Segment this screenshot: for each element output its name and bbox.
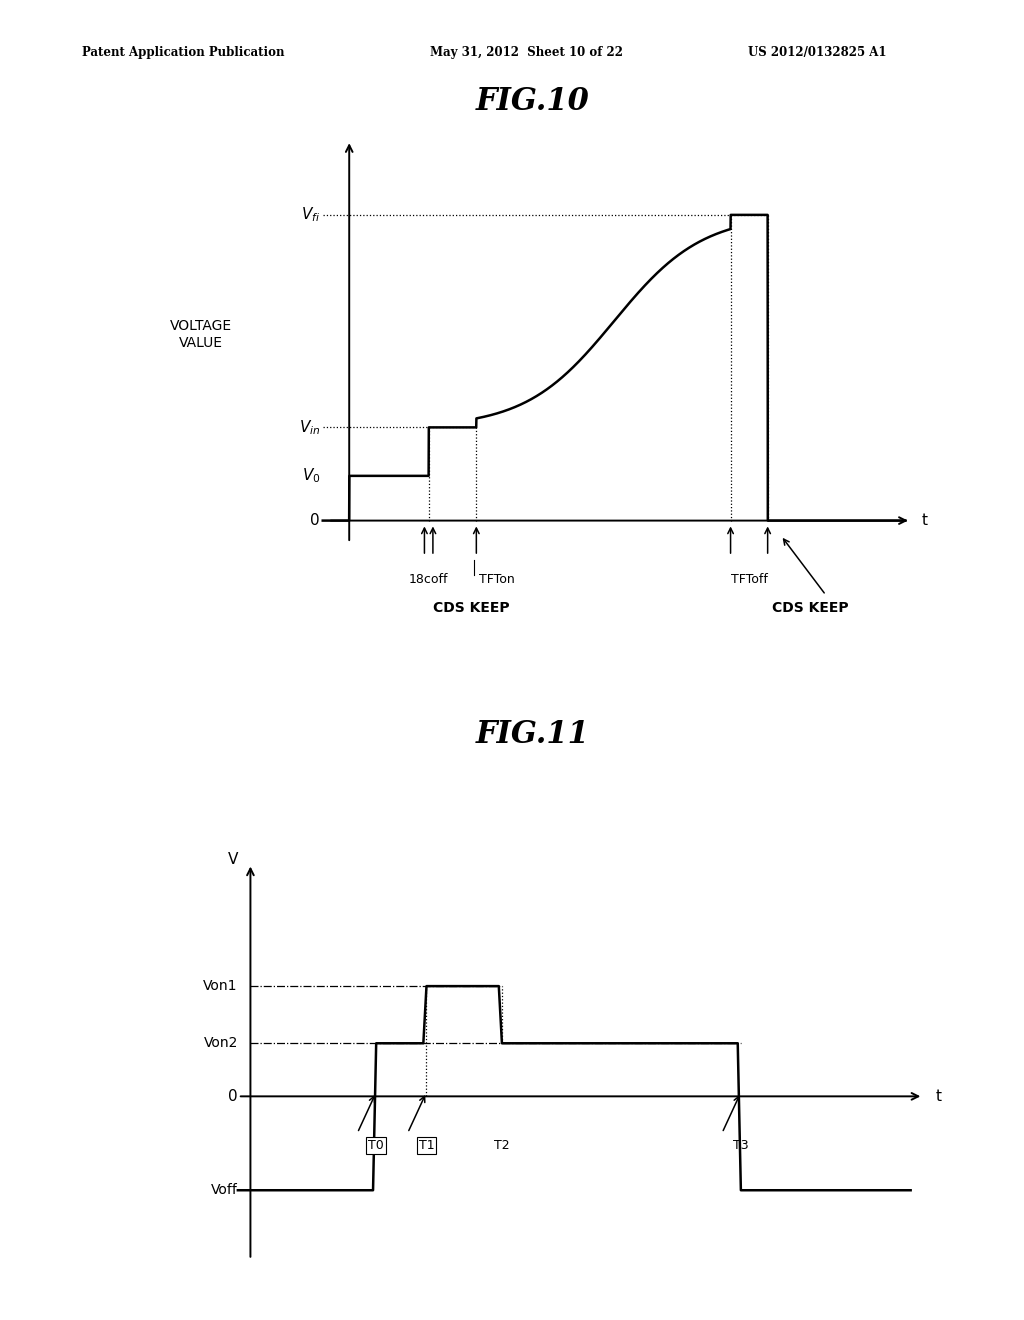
Text: FIG.11: FIG.11 [475, 719, 590, 750]
Text: 0: 0 [310, 513, 321, 528]
Text: $V_{fi}$: $V_{fi}$ [301, 206, 321, 224]
Text: Voff: Voff [211, 1183, 238, 1197]
Text: V: V [227, 853, 238, 867]
Text: TFTon: TFTon [479, 573, 515, 586]
Text: CDS KEEP: CDS KEEP [433, 601, 509, 615]
Text: Von1: Von1 [204, 979, 238, 993]
Text: 0: 0 [228, 1089, 238, 1104]
Text: US 2012/0132825 A1: US 2012/0132825 A1 [748, 46, 886, 59]
Text: T2: T2 [495, 1139, 510, 1152]
Text: FIG.10: FIG.10 [475, 86, 590, 116]
Text: TFToff: TFToff [731, 573, 768, 586]
Text: $V_{in}$: $V_{in}$ [299, 418, 321, 437]
Text: VOLTAGE
VALUE: VOLTAGE VALUE [170, 318, 232, 350]
Text: May 31, 2012  Sheet 10 of 22: May 31, 2012 Sheet 10 of 22 [430, 46, 623, 59]
Text: t: t [936, 1089, 942, 1104]
Text: $V_0$: $V_0$ [301, 466, 321, 486]
Text: T3: T3 [733, 1139, 749, 1152]
Text: CDS KEEP: CDS KEEP [772, 601, 848, 615]
Text: Von2: Von2 [204, 1036, 238, 1051]
Text: T0: T0 [369, 1139, 384, 1152]
Text: t: t [922, 513, 928, 528]
Text: 18coff: 18coff [409, 573, 449, 586]
Text: T1: T1 [419, 1139, 434, 1152]
Text: Patent Application Publication: Patent Application Publication [82, 46, 285, 59]
